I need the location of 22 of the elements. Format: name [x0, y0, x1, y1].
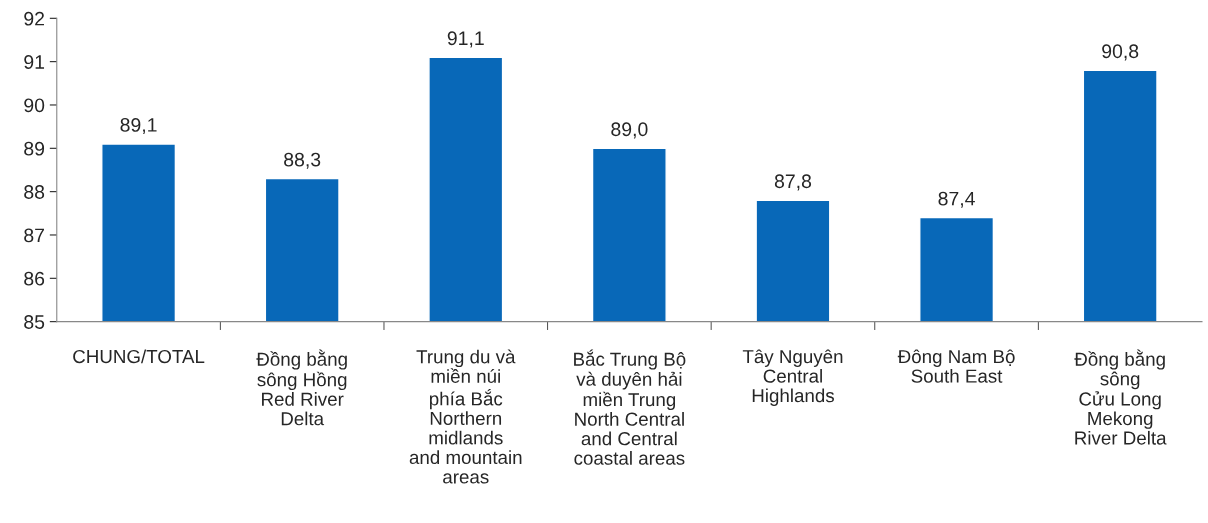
y-tick-label: 91	[24, 55, 45, 69]
y-tick-label: 87	[24, 228, 44, 243]
data-label: 87,4	[938, 191, 975, 208]
x-tick-label: Tây Nguyên Central Highlands	[742, 349, 843, 406]
y-tick-label: 90	[24, 98, 45, 113]
y-tick-label: 92	[24, 11, 44, 26]
data-label: 90,8	[1102, 44, 1139, 61]
x-tick-label: Đồng bằng sông Hồng Red River Delta	[256, 349, 347, 426]
data-label: 91,1	[447, 31, 484, 48]
y-tick-label: 86	[24, 271, 45, 286]
x-tick-label: CHUNG/TOTAL	[73, 349, 205, 364]
data-label: 87,8	[774, 174, 812, 191]
data-label: 88,3	[284, 152, 321, 169]
x-tick-label: Đông Nam Bộ South East	[897, 349, 1015, 383]
data-label: 89,1	[120, 118, 157, 135]
y-tick-label: 89	[24, 141, 45, 156]
y-tick-label: 85	[24, 315, 45, 329]
data-label: 89,0	[611, 122, 648, 139]
x-tick-label: Trung du và miền núi phía Bắc Northern midlands and mountain areas	[409, 349, 522, 484]
x-tick-label: Đồng bằng sông Cửu Long Mekong River Delta	[1074, 349, 1167, 445]
y-tick-label: 88	[24, 185, 45, 199]
x-tick-label: Bắc Trung Bộ và duyên hải miền Trung North Central and Central coastal areas	[574, 349, 686, 465]
